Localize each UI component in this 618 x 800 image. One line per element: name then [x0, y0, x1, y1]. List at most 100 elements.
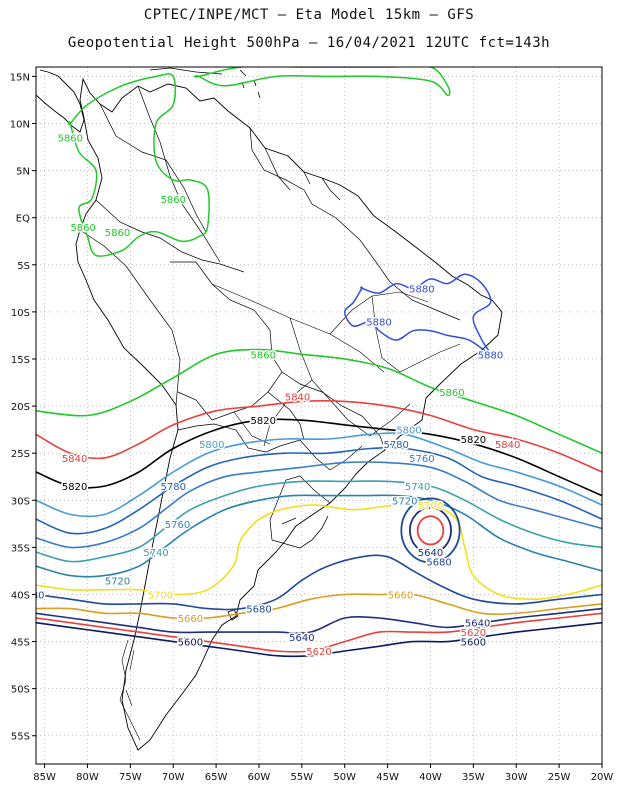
y-tick-label: 15S — [11, 355, 30, 366]
y-tick-label: 40S — [11, 590, 30, 601]
contour-label: 5880 — [366, 317, 391, 328]
contour-label: 5860 — [251, 350, 276, 361]
y-tick-label: 25S — [11, 449, 30, 460]
contour-label: 5740 — [143, 548, 168, 559]
y-tick-label: 5N — [16, 167, 30, 178]
contour-label: 5680 — [19, 590, 44, 601]
contour-label: 5840 — [495, 440, 520, 451]
y-tick-label: EQ — [16, 214, 30, 225]
y-tick-label: 10N — [10, 120, 30, 131]
contour-label: 5680 — [426, 557, 451, 568]
contour-label: 5760 — [409, 454, 434, 465]
x-tick-label: 65W — [205, 772, 228, 783]
contour-5700 — [36, 502, 602, 601]
contour-label: 5860 — [70, 223, 95, 234]
closed-contour-5860 — [193, 67, 451, 97]
contour-label: 5680 — [246, 605, 271, 616]
x-tick-label: 50W — [333, 772, 356, 783]
x-tick-label: 80W — [76, 772, 99, 783]
uruguay-coast — [271, 515, 329, 549]
coastline-layer — [36, 67, 503, 751]
contour-label: 5820 — [251, 416, 276, 427]
contour-label: 5700 — [418, 501, 443, 512]
contour-label: 5880 — [478, 350, 503, 361]
contour-5800 — [36, 432, 602, 518]
x-tick-label: 60W — [248, 772, 271, 783]
closed-low-contour-5680 — [400, 497, 461, 564]
contour-label: 5720 — [105, 576, 130, 587]
contour-5840 — [36, 400, 602, 473]
contour-label: 5820 — [461, 435, 486, 446]
map-title-line-2: Geopotential Height 500hPa – 16/04/2021 … — [67, 35, 551, 51]
contour-label: 5820 — [62, 482, 87, 493]
y-tick-label: 30S — [11, 496, 30, 507]
contour-label: 5600 — [178, 638, 203, 649]
contour-label: 5700 — [148, 590, 173, 601]
contour-5680 — [36, 554, 602, 611]
x-tick-label: 25W — [548, 772, 571, 783]
country-borders — [79, 85, 461, 541]
contour-label: 5660 — [388, 590, 413, 601]
falkland-islands — [227, 609, 239, 621]
contour-label: 5660 — [178, 614, 203, 625]
south-america-coastline — [75, 77, 503, 751]
closed-low-contour-5640 — [409, 506, 452, 554]
contour-label: 5860 — [160, 195, 185, 206]
contour-5640 — [36, 607, 602, 634]
contour-label: 5780 — [383, 440, 408, 451]
contour-label: 5600 — [461, 638, 486, 649]
map-title-line-1: CPTEC/INPE/MCT – Eta Model 15km – GFS — [143, 7, 475, 23]
x-tick-label: 85W — [33, 772, 56, 783]
contour-label: 5780 — [160, 482, 185, 493]
contour-label: 5860 — [439, 388, 464, 399]
height-contours — [36, 67, 602, 658]
contour-5720 — [36, 494, 602, 578]
contour-5740 — [36, 480, 602, 563]
contour-label: 5860 — [58, 134, 83, 145]
chile-coast-islands — [119, 639, 141, 741]
y-tick-label: 55S — [11, 732, 30, 743]
caribbean-islands — [149, 67, 261, 99]
x-tick-label: 55W — [291, 772, 314, 783]
contour-label: 5640 — [465, 619, 490, 630]
closed-low-contour-5620 — [416, 515, 445, 546]
closed-contour-5860 — [67, 73, 210, 257]
x-tick-label: 20W — [591, 772, 614, 783]
contour-label: 5800 — [396, 426, 421, 437]
x-tick-label: 75W — [119, 772, 142, 783]
y-tick-label: 45S — [11, 638, 30, 649]
map-frame — [35, 66, 603, 765]
x-tick-label: 45W — [376, 772, 399, 783]
contour-label: 5740 — [405, 482, 430, 493]
contour-label: 5620 — [461, 628, 486, 639]
contour-label: 5800 — [199, 440, 224, 451]
contour-label: 5620 — [306, 647, 331, 658]
y-tick-label: 10S — [11, 308, 30, 319]
y-tick-label: 35S — [11, 543, 30, 554]
contour-5660 — [36, 592, 602, 620]
contour-5780 — [36, 446, 602, 535]
contour-label: 5640 — [418, 548, 443, 559]
contour-5820 — [36, 418, 602, 497]
contour-label: 5880 — [409, 284, 434, 295]
y-tick-label: 20S — [11, 402, 30, 413]
closed-contour-5880 — [343, 273, 492, 356]
contour-labels: 5880 5880 5880 5860 5860 5860 5860 5860 5860 5840… — [19, 132, 522, 659]
contour-5620 — [36, 612, 602, 653]
contour-label: 5840 — [62, 454, 87, 465]
state-borders — [211, 283, 461, 471]
contour-label: 5640 — [289, 633, 314, 644]
y-tick-label: 50S — [11, 685, 30, 696]
contour-label: 5760 — [165, 520, 190, 531]
contour-label: 5720 — [392, 496, 417, 507]
y-tick-label: 15N — [10, 72, 30, 83]
contour-label: 5840 — [285, 393, 310, 404]
contour-5860 — [36, 348, 602, 454]
contour-label: 5860 — [105, 228, 130, 239]
x-tick-label: 35W — [462, 772, 485, 783]
x-tick-label: 30W — [505, 772, 528, 783]
x-tick-label: 70W — [162, 772, 185, 783]
axis-ticks: 85W 80W 75W 70W 65W 60W 55W 50W 45W 40W 35W 30W 25W 2… — [10, 72, 614, 783]
contour-5760 — [36, 461, 602, 549]
